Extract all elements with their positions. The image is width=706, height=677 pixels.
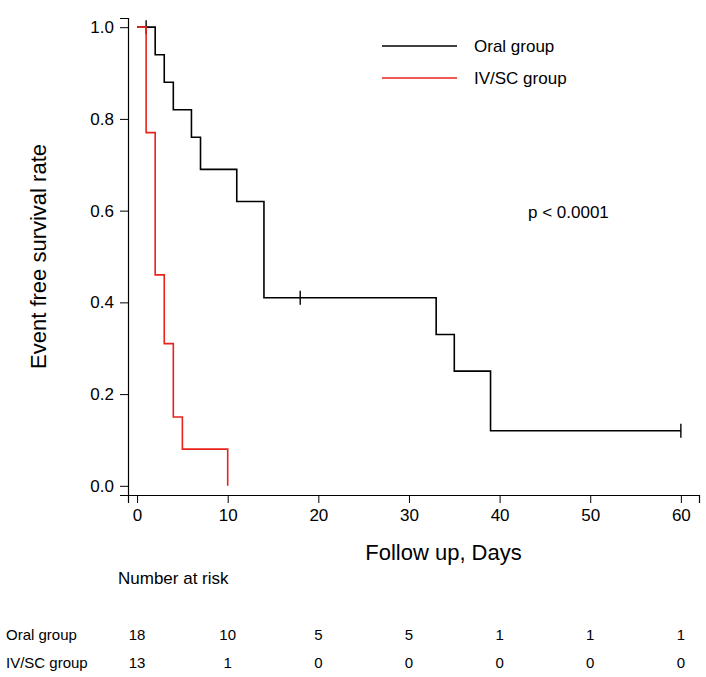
risk-count: 18 — [129, 626, 146, 643]
y-tick-label: 0.8 — [90, 110, 114, 129]
y-tick: 0.2 — [90, 385, 128, 404]
censor-mark — [680, 424, 681, 438]
x-tick-label: 20 — [309, 506, 328, 525]
y-tick-mark — [120, 119, 128, 120]
x-tick-mark — [318, 495, 319, 503]
y-tick-label: 0.2 — [90, 385, 114, 404]
risk-count: 0 — [314, 654, 322, 671]
legend-swatch — [382, 45, 457, 47]
x-tick-label: 0 — [133, 506, 142, 525]
risk-row-label: Oral group — [6, 626, 77, 643]
legend-swatch — [382, 77, 457, 79]
plot-area — [137, 20, 681, 486]
risk-count: 0 — [405, 654, 413, 671]
x-tick-label: 30 — [400, 506, 419, 525]
risk-count: 1 — [224, 654, 232, 671]
x-tick-mark — [409, 495, 410, 503]
x-tick-mark — [500, 495, 501, 503]
y-tick-mark — [120, 27, 128, 28]
censor-mark — [300, 291, 301, 305]
y-tick: 0.6 — [90, 202, 128, 221]
chart: 01020304050600.00.20.40.60.81.0Follow up… — [0, 0, 706, 677]
y-tick-mark — [120, 211, 128, 212]
x-tick: 40 — [491, 495, 510, 525]
y-tick: 0.0 — [90, 477, 128, 496]
risk-count: 5 — [405, 626, 413, 643]
y-tick-mark — [120, 486, 128, 487]
y-axis: 0.0 0.2 0.4 0.6 0.8 1.0 — [90, 18, 128, 496]
x-tick-label: 50 — [581, 506, 600, 525]
legend-label: Oral group — [474, 37, 554, 56]
y-tick: 0.4 — [90, 293, 128, 312]
x-axis-line — [129, 496, 700, 504]
risk-count: 0 — [586, 654, 594, 671]
x-tick-label: 10 — [219, 506, 238, 525]
x-tick: 30 — [400, 495, 419, 525]
x-tick-label: 60 — [672, 506, 691, 525]
x-tick: 0 — [133, 495, 142, 525]
y-tick: 0.8 — [90, 110, 128, 129]
x-tick: 10 — [219, 495, 238, 525]
x-axis-title: Follow up, Days — [365, 540, 522, 565]
x-tick-mark — [137, 495, 138, 503]
risk-table: Number at riskOral group181055111IV/SC g… — [6, 569, 685, 671]
x-tick: 50 — [581, 495, 600, 525]
risk-count: 0 — [677, 654, 685, 671]
y-tick-label: 0.0 — [90, 477, 114, 496]
risk-count: 1 — [495, 626, 503, 643]
x-tick-mark — [681, 495, 682, 503]
y-tick: 1.0 — [90, 18, 128, 37]
x-tick-mark — [590, 495, 591, 503]
y-tick-mark — [120, 394, 128, 395]
annotation: p < 0.0001 — [528, 203, 609, 222]
survival-curve — [137, 27, 681, 431]
survival-curve — [137, 27, 228, 486]
y-tick-label: 0.6 — [90, 202, 114, 221]
x-tick-mark — [228, 495, 229, 503]
x-axis: 0 10 20 30 40 50 60 — [129, 495, 700, 525]
x-tick: 60 — [672, 495, 691, 525]
y-tick-mark — [120, 302, 128, 303]
legend-label: IV/SC group — [474, 69, 567, 88]
risk-count: 13 — [129, 654, 146, 671]
y-tick-label: 0.4 — [90, 293, 114, 312]
y-tick-label: 1.0 — [90, 18, 114, 37]
risk-count: 0 — [495, 654, 503, 671]
x-tick-label: 40 — [491, 506, 510, 525]
legend: Oral group IV/SC group — [382, 37, 567, 88]
risk-count: 1 — [677, 626, 685, 643]
risk-table-title: Number at risk — [118, 569, 229, 588]
risk-count: 10 — [219, 626, 236, 643]
risk-count: 1 — [586, 626, 594, 643]
risk-count: 5 — [314, 626, 322, 643]
risk-row-label: IV/SC group — [6, 654, 88, 671]
y-axis-title: Event free survival rate — [26, 144, 51, 369]
y-axis-line — [120, 19, 129, 496]
x-tick: 20 — [309, 495, 328, 525]
